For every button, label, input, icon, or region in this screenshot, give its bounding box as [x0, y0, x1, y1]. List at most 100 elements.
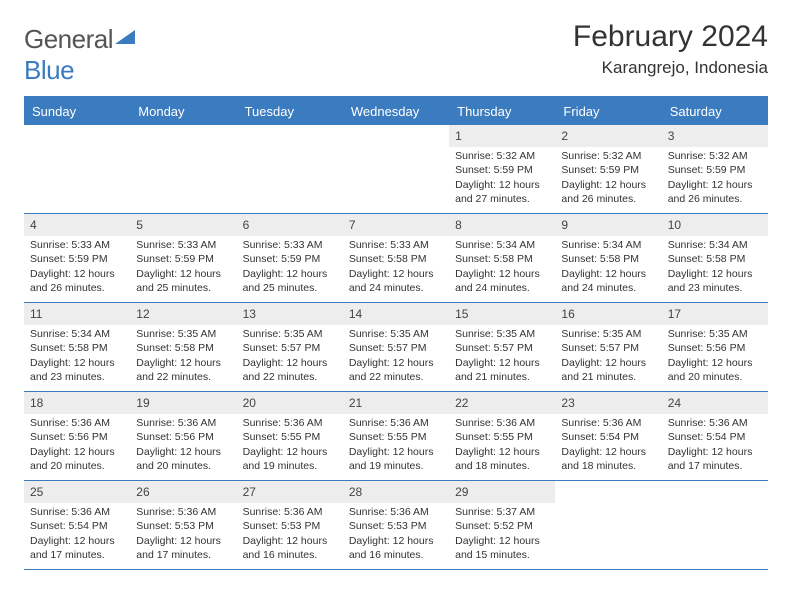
day-cell: 14Sunrise: 5:35 AMSunset: 5:57 PMDayligh…	[343, 303, 449, 391]
empty-cell	[555, 481, 661, 569]
daylight-line: Daylight: 12 hours and 20 minutes.	[668, 356, 762, 384]
weekday-monday: Monday	[130, 98, 236, 125]
sunset-line: Sunset: 5:59 PM	[561, 163, 655, 177]
sunset-line: Sunset: 5:53 PM	[243, 519, 337, 533]
sunset-line: Sunset: 5:57 PM	[243, 341, 337, 355]
daylight-line: Daylight: 12 hours and 22 minutes.	[243, 356, 337, 384]
day-details: Sunrise: 5:36 AMSunset: 5:53 PMDaylight:…	[130, 503, 236, 568]
daylight-line: Daylight: 12 hours and 19 minutes.	[243, 445, 337, 473]
daylight-line: Daylight: 12 hours and 17 minutes.	[30, 534, 124, 562]
sunset-line: Sunset: 5:58 PM	[30, 341, 124, 355]
weekday-saturday: Saturday	[662, 98, 768, 125]
day-details: Sunrise: 5:34 AMSunset: 5:58 PMDaylight:…	[555, 236, 661, 301]
day-details: Sunrise: 5:34 AMSunset: 5:58 PMDaylight:…	[662, 236, 768, 301]
day-details: Sunrise: 5:36 AMSunset: 5:55 PMDaylight:…	[237, 414, 343, 479]
day-number: 7	[343, 214, 449, 236]
weekday-row: SundayMondayTuesdayWednesdayThursdayFrid…	[24, 98, 768, 125]
daylight-line: Daylight: 12 hours and 19 minutes.	[349, 445, 443, 473]
day-details: Sunrise: 5:35 AMSunset: 5:57 PMDaylight:…	[343, 325, 449, 390]
week-row: 25Sunrise: 5:36 AMSunset: 5:54 PMDayligh…	[24, 481, 768, 570]
sunrise-line: Sunrise: 5:35 AM	[668, 327, 762, 341]
sunset-line: Sunset: 5:56 PM	[30, 430, 124, 444]
day-details: Sunrise: 5:33 AMSunset: 5:59 PMDaylight:…	[130, 236, 236, 301]
sunrise-line: Sunrise: 5:36 AM	[243, 505, 337, 519]
day-cell: 22Sunrise: 5:36 AMSunset: 5:55 PMDayligh…	[449, 392, 555, 480]
day-number: 2	[555, 125, 661, 147]
sunset-line: Sunset: 5:58 PM	[455, 252, 549, 266]
sunrise-line: Sunrise: 5:36 AM	[30, 505, 124, 519]
day-cell: 8Sunrise: 5:34 AMSunset: 5:58 PMDaylight…	[449, 214, 555, 302]
day-cell: 29Sunrise: 5:37 AMSunset: 5:52 PMDayligh…	[449, 481, 555, 569]
empty-cell	[237, 125, 343, 213]
daylight-line: Daylight: 12 hours and 23 minutes.	[668, 267, 762, 295]
header: General Blue February 2024 Karangrejo, I…	[24, 20, 768, 86]
day-number: 15	[449, 303, 555, 325]
sunrise-line: Sunrise: 5:36 AM	[455, 416, 549, 430]
day-number: 14	[343, 303, 449, 325]
sunrise-line: Sunrise: 5:34 AM	[455, 238, 549, 252]
day-cell: 11Sunrise: 5:34 AMSunset: 5:58 PMDayligh…	[24, 303, 130, 391]
day-cell: 12Sunrise: 5:35 AMSunset: 5:58 PMDayligh…	[130, 303, 236, 391]
day-cell: 23Sunrise: 5:36 AMSunset: 5:54 PMDayligh…	[555, 392, 661, 480]
day-details: Sunrise: 5:33 AMSunset: 5:58 PMDaylight:…	[343, 236, 449, 301]
day-details: Sunrise: 5:36 AMSunset: 5:56 PMDaylight:…	[130, 414, 236, 479]
weekday-wednesday: Wednesday	[343, 98, 449, 125]
day-number: 22	[449, 392, 555, 414]
day-details: Sunrise: 5:32 AMSunset: 5:59 PMDaylight:…	[449, 147, 555, 212]
day-cell: 21Sunrise: 5:36 AMSunset: 5:55 PMDayligh…	[343, 392, 449, 480]
day-details: Sunrise: 5:32 AMSunset: 5:59 PMDaylight:…	[555, 147, 661, 212]
daylight-line: Daylight: 12 hours and 20 minutes.	[30, 445, 124, 473]
day-cell: 24Sunrise: 5:36 AMSunset: 5:54 PMDayligh…	[662, 392, 768, 480]
day-cell: 19Sunrise: 5:36 AMSunset: 5:56 PMDayligh…	[130, 392, 236, 480]
day-cell: 3Sunrise: 5:32 AMSunset: 5:59 PMDaylight…	[662, 125, 768, 213]
day-cell: 15Sunrise: 5:35 AMSunset: 5:57 PMDayligh…	[449, 303, 555, 391]
month-title: February 2024	[573, 20, 768, 54]
logo-triangle-icon	[115, 22, 137, 53]
weekday-friday: Friday	[555, 98, 661, 125]
day-number: 1	[449, 125, 555, 147]
daylight-line: Daylight: 12 hours and 17 minutes.	[668, 445, 762, 473]
sunset-line: Sunset: 5:55 PM	[349, 430, 443, 444]
sunset-line: Sunset: 5:59 PM	[136, 252, 230, 266]
week-row: 18Sunrise: 5:36 AMSunset: 5:56 PMDayligh…	[24, 392, 768, 481]
day-cell: 5Sunrise: 5:33 AMSunset: 5:59 PMDaylight…	[130, 214, 236, 302]
sunset-line: Sunset: 5:53 PM	[136, 519, 230, 533]
sunrise-line: Sunrise: 5:33 AM	[349, 238, 443, 252]
day-details: Sunrise: 5:36 AMSunset: 5:53 PMDaylight:…	[343, 503, 449, 568]
sunset-line: Sunset: 5:58 PM	[561, 252, 655, 266]
sunset-line: Sunset: 5:52 PM	[455, 519, 549, 533]
daylight-line: Daylight: 12 hours and 24 minutes.	[455, 267, 549, 295]
daylight-line: Daylight: 12 hours and 24 minutes.	[561, 267, 655, 295]
day-cell: 4Sunrise: 5:33 AMSunset: 5:59 PMDaylight…	[24, 214, 130, 302]
empty-cell	[343, 125, 449, 213]
sunrise-line: Sunrise: 5:34 AM	[668, 238, 762, 252]
day-details: Sunrise: 5:36 AMSunset: 5:53 PMDaylight:…	[237, 503, 343, 568]
sunset-line: Sunset: 5:59 PM	[243, 252, 337, 266]
day-details: Sunrise: 5:35 AMSunset: 5:57 PMDaylight:…	[449, 325, 555, 390]
week-row: 11Sunrise: 5:34 AMSunset: 5:58 PMDayligh…	[24, 303, 768, 392]
day-number: 17	[662, 303, 768, 325]
day-details: Sunrise: 5:36 AMSunset: 5:55 PMDaylight:…	[343, 414, 449, 479]
day-number: 5	[130, 214, 236, 236]
day-number: 6	[237, 214, 343, 236]
sunrise-line: Sunrise: 5:33 AM	[30, 238, 124, 252]
sunset-line: Sunset: 5:53 PM	[349, 519, 443, 533]
sunrise-line: Sunrise: 5:37 AM	[455, 505, 549, 519]
day-details: Sunrise: 5:34 AMSunset: 5:58 PMDaylight:…	[449, 236, 555, 301]
sunrise-line: Sunrise: 5:35 AM	[136, 327, 230, 341]
day-details: Sunrise: 5:36 AMSunset: 5:54 PMDaylight:…	[24, 503, 130, 568]
day-details: Sunrise: 5:32 AMSunset: 5:59 PMDaylight:…	[662, 147, 768, 212]
sunrise-line: Sunrise: 5:32 AM	[561, 149, 655, 163]
day-number: 4	[24, 214, 130, 236]
sunset-line: Sunset: 5:57 PM	[455, 341, 549, 355]
day-number: 13	[237, 303, 343, 325]
daylight-line: Daylight: 12 hours and 25 minutes.	[243, 267, 337, 295]
daylight-line: Daylight: 12 hours and 26 minutes.	[561, 178, 655, 206]
day-details: Sunrise: 5:33 AMSunset: 5:59 PMDaylight:…	[237, 236, 343, 301]
day-number: 18	[24, 392, 130, 414]
daylight-line: Daylight: 12 hours and 26 minutes.	[30, 267, 124, 295]
sunset-line: Sunset: 5:54 PM	[668, 430, 762, 444]
week-row: 1Sunrise: 5:32 AMSunset: 5:59 PMDaylight…	[24, 125, 768, 214]
sunset-line: Sunset: 5:57 PM	[561, 341, 655, 355]
daylight-line: Daylight: 12 hours and 21 minutes.	[561, 356, 655, 384]
